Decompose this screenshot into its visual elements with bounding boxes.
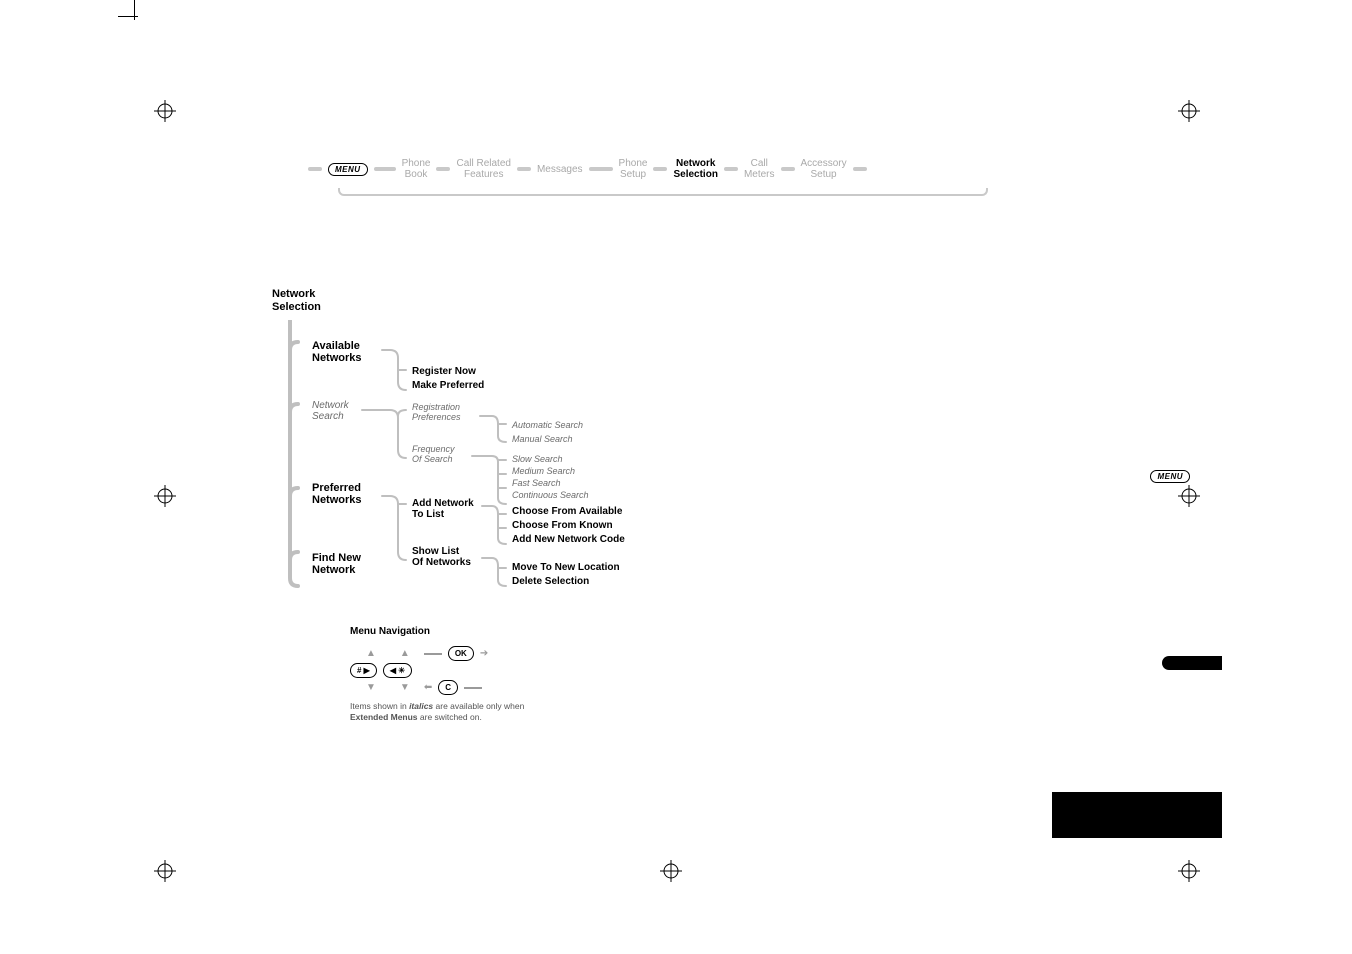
node-automatic-search: Automatic Search bbox=[512, 420, 583, 430]
index-tab bbox=[1162, 656, 1222, 670]
arrow-up-icon: ▲ bbox=[366, 648, 376, 659]
dash-icon bbox=[424, 653, 442, 655]
bc-dash bbox=[517, 167, 531, 171]
arrow-left-icon: ⬅ bbox=[424, 682, 432, 693]
bc-phone-book: PhoneBook bbox=[402, 158, 431, 180]
bc-call-related: Call RelatedFeatures bbox=[456, 158, 510, 180]
registration-mark bbox=[154, 100, 176, 122]
registration-mark bbox=[1178, 860, 1200, 882]
arrow-down-icon: ▼ bbox=[400, 682, 410, 693]
bc-dash bbox=[589, 167, 613, 171]
registration-mark bbox=[660, 860, 682, 882]
bc-dash bbox=[653, 167, 667, 171]
menu-navigation-note: Items shown in italics are available onl… bbox=[350, 701, 530, 723]
registration-mark bbox=[154, 860, 176, 882]
ok-button-icon: OK bbox=[448, 646, 474, 661]
registration-mark bbox=[154, 485, 176, 507]
bc-dash bbox=[724, 167, 738, 171]
breadcrumb: MENU PhoneBook Call RelatedFeatures Mess… bbox=[308, 150, 988, 202]
node-choose-from-available: Choose From Available bbox=[512, 506, 622, 517]
node-make-preferred: Make Preferred bbox=[412, 380, 484, 391]
node-available-networks: AvailableNetworks bbox=[312, 340, 362, 364]
menu-navigation-legend: ▲ ▲ OK ➔ # ▶ ◀ ✳ ▼ ▼ ⬅ C Items shown in … bbox=[350, 644, 530, 723]
node-medium-search: Medium Search bbox=[512, 466, 575, 476]
bc-accessory-setup: AccessorySetup bbox=[801, 158, 847, 180]
hash-button-icon: # ▶ bbox=[350, 663, 377, 678]
node-find-new-network: Find NewNetwork bbox=[312, 552, 361, 576]
bc-call-meters: CallMeters bbox=[744, 158, 775, 180]
node-frequency-of-search: FrequencyOf Search bbox=[412, 444, 455, 464]
menu-badge: MENU bbox=[328, 163, 368, 176]
node-continuous-search: Continuous Search bbox=[512, 490, 589, 500]
node-delete-selection: Delete Selection bbox=[512, 576, 589, 587]
menu-navigation-title: Menu Navigation bbox=[350, 626, 430, 637]
bc-underline bbox=[338, 188, 988, 196]
arrow-down-icon: ▼ bbox=[366, 682, 376, 693]
node-add-new-network-code: Add New Network Code bbox=[512, 534, 625, 545]
bc-phone-setup: PhoneSetup bbox=[619, 158, 648, 180]
bc-dash bbox=[436, 167, 450, 171]
bc-messages: Messages bbox=[537, 164, 583, 175]
bc-dash bbox=[853, 167, 867, 171]
bc-dash bbox=[308, 167, 322, 171]
tree-root-title: NetworkSelection bbox=[272, 288, 321, 314]
arrow-up-icon: ▲ bbox=[400, 648, 410, 659]
node-registration-preferences: RegistrationPreferences bbox=[412, 402, 461, 422]
c-button-icon: C bbox=[438, 680, 458, 695]
node-slow-search: Slow Search bbox=[512, 454, 563, 464]
crop-mark-tl bbox=[134, 0, 135, 20]
star-button-icon: ◀ ✳ bbox=[383, 663, 412, 678]
bc-network-selection: NetworkSelection bbox=[673, 158, 717, 180]
node-show-list-of-networks: Show ListOf Networks bbox=[412, 546, 471, 568]
node-choose-from-known: Choose From Known bbox=[512, 520, 613, 531]
node-manual-search: Manual Search bbox=[512, 434, 573, 444]
registration-mark bbox=[1178, 100, 1200, 122]
bc-dash bbox=[374, 167, 396, 171]
node-fast-search: Fast Search bbox=[512, 478, 561, 488]
bc-dash bbox=[781, 167, 795, 171]
side-menu-badge: MENU bbox=[1150, 466, 1190, 484]
node-network-search: NetworkSearch bbox=[312, 400, 349, 422]
crop-mark-tl-h bbox=[118, 16, 138, 17]
arrow-right-icon: ➔ bbox=[480, 648, 488, 659]
node-preferred-networks: PreferredNetworks bbox=[312, 482, 362, 506]
index-tab bbox=[1052, 792, 1222, 838]
node-add-network-to-list: Add NetworkTo List bbox=[412, 498, 474, 520]
registration-mark bbox=[1178, 485, 1200, 507]
node-move-to-new-location: Move To New Location bbox=[512, 562, 620, 573]
node-register-now: Register Now bbox=[412, 366, 476, 377]
dash-icon bbox=[464, 687, 482, 689]
